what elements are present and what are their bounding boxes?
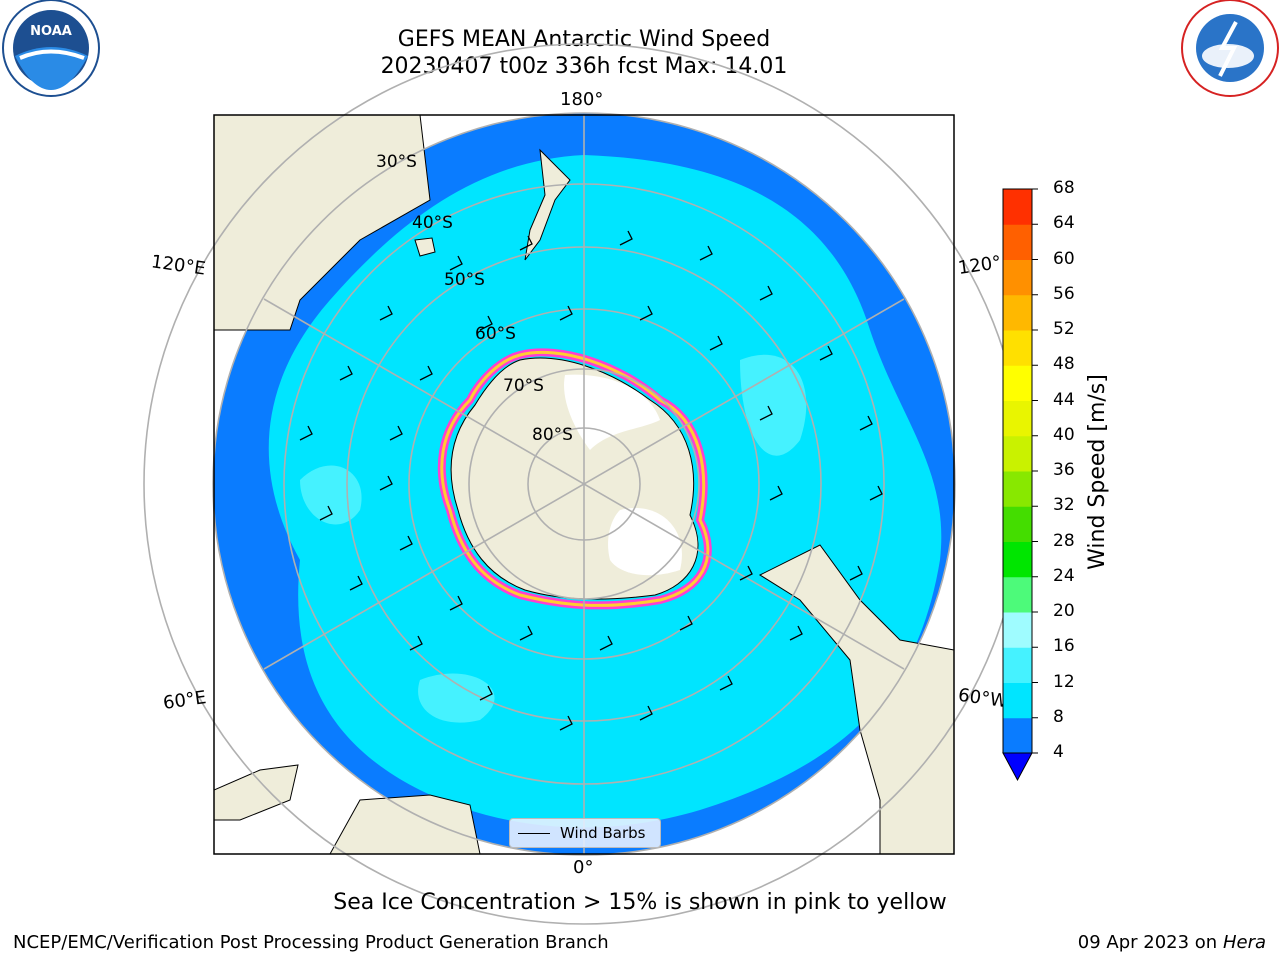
legend-label: Wind Barbs xyxy=(560,824,646,842)
colorbar-tick-label: 52 xyxy=(1053,319,1075,339)
wind-barb-legend-line xyxy=(518,832,550,834)
lat-label-30s: 30°S xyxy=(376,152,417,172)
colorbar-tick-label: 40 xyxy=(1053,424,1075,445)
colorbar-tick-label: 20 xyxy=(1053,601,1075,621)
footer-date-text: 09 Apr 2023 on xyxy=(1077,932,1223,953)
lat-label-70s: 70°S xyxy=(503,376,544,396)
colorbar-tick-label: 36 xyxy=(1053,460,1075,480)
footer-host: Hera xyxy=(1222,932,1266,953)
footer-organization: NCEP/EMC/Verification Post Processing Pr… xyxy=(13,932,609,953)
map-legend: Wind Barbs xyxy=(509,818,661,848)
colorbar-tick-label: 48 xyxy=(1053,354,1075,375)
wind-zone-high-2 xyxy=(740,354,807,456)
chart-subtitle: 20230407 t00z 336h fcst Max: 14.01 xyxy=(380,54,788,79)
colorbar-tick-label: 8 xyxy=(1053,706,1064,727)
colorbar-tick-label: 60 xyxy=(1053,248,1075,269)
ice-shelf-ronne xyxy=(608,508,682,576)
wind-zone-high-3 xyxy=(418,673,495,723)
map-frame xyxy=(213,114,955,855)
lon-label-0: 0° xyxy=(573,857,594,878)
colorbar-tick-label: 64 xyxy=(1053,213,1075,234)
colorbar-tick-label: 32 xyxy=(1053,495,1075,516)
lon-label-180: 180° xyxy=(560,89,604,110)
lat-label-40s: 40°S xyxy=(412,213,453,233)
lat-label-50s: 50°S xyxy=(444,270,485,290)
chart-title: GEFS MEAN Antarctic Wind Speed xyxy=(397,27,771,52)
caption: Sea Ice Concentration > 15% is shown in … xyxy=(333,890,947,915)
colorbar-tick-label: 12 xyxy=(1053,671,1075,692)
lat-label-60s: 60°S xyxy=(475,324,516,344)
footer-date: 09 Apr 2023 on Hera xyxy=(1078,932,1266,953)
colorbar-tick-label: 44 xyxy=(1053,389,1075,410)
colorbar-tick-label: 16 xyxy=(1053,636,1075,657)
colorbar-tick-label: 56 xyxy=(1053,283,1075,304)
colorbar-label: Wind Speed [m/s] xyxy=(1085,374,1110,570)
sea-ice-yellow xyxy=(440,350,710,607)
lat-label-80s: 80°S xyxy=(532,425,573,445)
wind-barbs xyxy=(299,230,883,731)
colorbar-tick-label: 68 xyxy=(1053,178,1075,198)
wind-zone-high-1 xyxy=(300,465,362,525)
ice-shelf-ross xyxy=(564,374,660,450)
colorbar-tick-label: 28 xyxy=(1053,530,1075,551)
colorbar-tick-label: 24 xyxy=(1053,565,1075,586)
land-madagascar xyxy=(214,764,299,821)
colorbar-tick-label: 4 xyxy=(1053,742,1064,762)
